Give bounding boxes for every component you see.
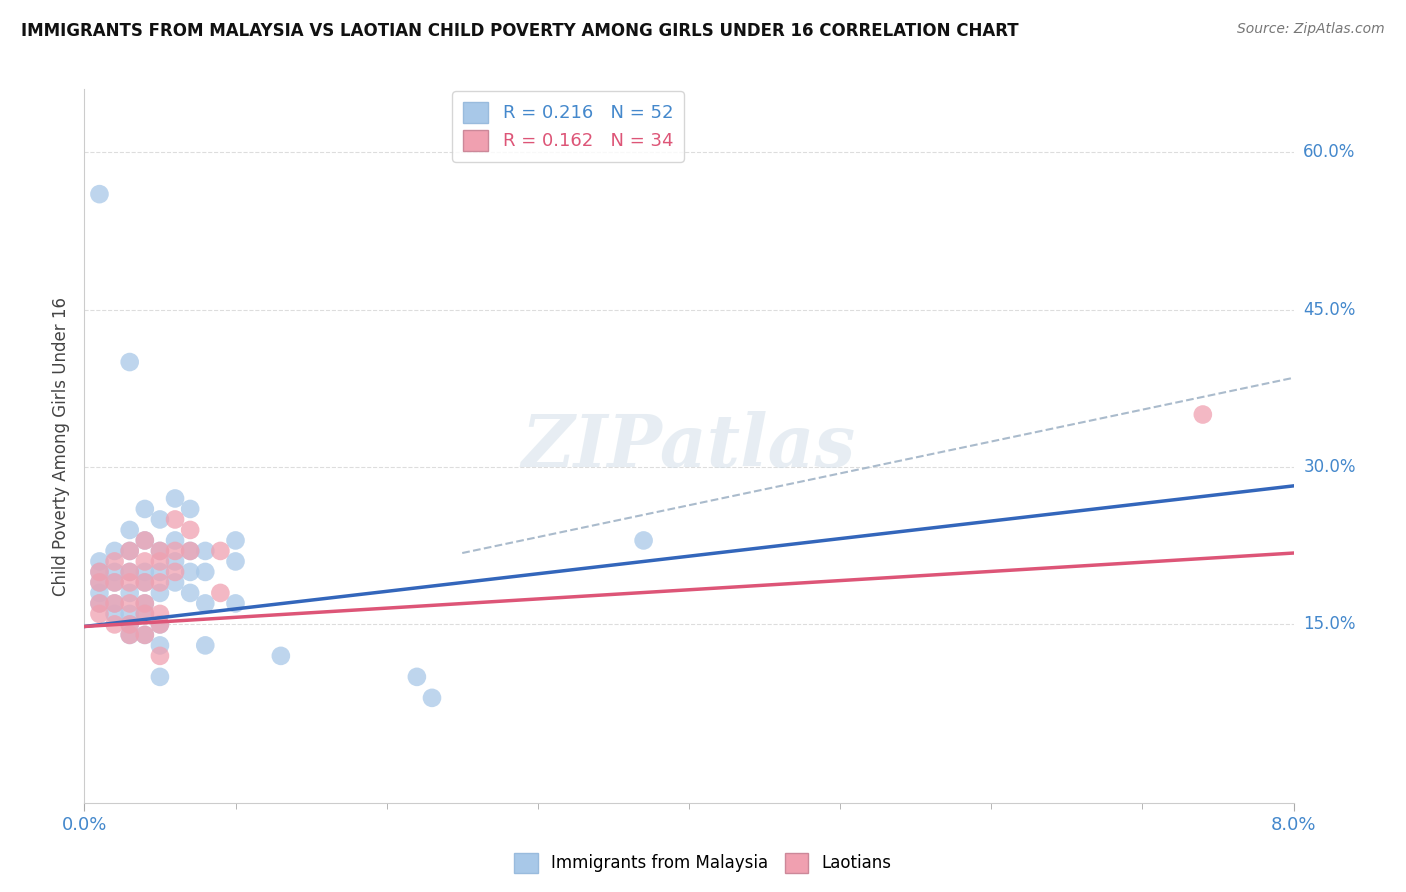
- Point: [134, 596, 156, 610]
- Point: [149, 648, 172, 663]
- Point: [118, 586, 141, 600]
- Point: [134, 533, 156, 548]
- Point: [633, 533, 655, 548]
- Point: [179, 502, 201, 516]
- Point: [149, 575, 172, 590]
- Y-axis label: Child Poverty Among Girls Under 16: Child Poverty Among Girls Under 16: [52, 296, 70, 596]
- Point: [104, 596, 127, 610]
- Point: [118, 565, 141, 579]
- Point: [89, 187, 111, 202]
- Point: [89, 607, 111, 621]
- Point: [179, 586, 201, 600]
- Point: [179, 544, 201, 558]
- Point: [118, 617, 141, 632]
- Point: [225, 554, 247, 568]
- Text: Source: ZipAtlas.com: Source: ZipAtlas.com: [1237, 22, 1385, 37]
- Point: [134, 575, 156, 590]
- Point: [165, 565, 187, 579]
- Point: [179, 565, 201, 579]
- Point: [149, 617, 172, 632]
- Point: [118, 355, 141, 369]
- Point: [209, 544, 232, 558]
- Point: [134, 554, 156, 568]
- Point: [134, 607, 156, 621]
- Point: [179, 523, 201, 537]
- Point: [194, 544, 217, 558]
- Point: [194, 596, 217, 610]
- Point: [89, 575, 111, 590]
- Point: [149, 639, 172, 653]
- Point: [118, 575, 141, 590]
- Point: [89, 554, 111, 568]
- Point: [209, 586, 232, 600]
- Point: [149, 554, 172, 568]
- Point: [194, 565, 217, 579]
- Point: [118, 596, 141, 610]
- Point: [179, 544, 201, 558]
- Point: [134, 533, 156, 548]
- Point: [89, 565, 111, 579]
- Point: [165, 512, 187, 526]
- Text: 30.0%: 30.0%: [1303, 458, 1355, 476]
- Legend: Immigrants from Malaysia, Laotians: Immigrants from Malaysia, Laotians: [508, 847, 898, 880]
- Point: [89, 575, 111, 590]
- Point: [118, 628, 141, 642]
- Point: [134, 565, 156, 579]
- Point: [118, 523, 141, 537]
- Point: [149, 586, 172, 600]
- Point: [165, 544, 187, 558]
- Point: [104, 575, 127, 590]
- Point: [149, 607, 172, 621]
- Point: [194, 639, 217, 653]
- Text: ZIPatlas: ZIPatlas: [522, 410, 856, 482]
- Point: [1192, 408, 1215, 422]
- Point: [134, 628, 156, 642]
- Point: [104, 554, 127, 568]
- Point: [149, 544, 172, 558]
- Point: [118, 628, 141, 642]
- Point: [165, 554, 187, 568]
- Point: [134, 628, 156, 642]
- Point: [104, 544, 127, 558]
- Point: [134, 607, 156, 621]
- Point: [165, 491, 187, 506]
- Point: [149, 617, 172, 632]
- Point: [89, 596, 111, 610]
- Text: IMMIGRANTS FROM MALAYSIA VS LAOTIAN CHILD POVERTY AMONG GIRLS UNDER 16 CORRELATI: IMMIGRANTS FROM MALAYSIA VS LAOTIAN CHIL…: [21, 22, 1019, 40]
- Point: [104, 617, 127, 632]
- Point: [149, 565, 172, 579]
- Point: [118, 544, 141, 558]
- Point: [134, 596, 156, 610]
- Point: [118, 565, 141, 579]
- Text: 15.0%: 15.0%: [1303, 615, 1355, 633]
- Point: [134, 502, 156, 516]
- Point: [149, 512, 172, 526]
- Point: [118, 607, 141, 621]
- Text: 45.0%: 45.0%: [1303, 301, 1355, 318]
- Point: [165, 533, 187, 548]
- Point: [225, 596, 247, 610]
- Point: [104, 596, 127, 610]
- Point: [89, 586, 111, 600]
- Point: [89, 596, 111, 610]
- Point: [225, 533, 247, 548]
- Point: [104, 575, 127, 590]
- Point: [89, 565, 111, 579]
- Text: 60.0%: 60.0%: [1303, 143, 1355, 161]
- Legend: R = 0.216   N = 52, R = 0.162   N = 34: R = 0.216 N = 52, R = 0.162 N = 34: [453, 91, 683, 161]
- Point: [149, 544, 172, 558]
- Point: [104, 607, 127, 621]
- Point: [134, 575, 156, 590]
- Point: [118, 617, 141, 632]
- Point: [420, 690, 443, 705]
- Point: [165, 575, 187, 590]
- Point: [118, 544, 141, 558]
- Point: [149, 670, 172, 684]
- Point: [104, 565, 127, 579]
- Point: [406, 670, 429, 684]
- Point: [270, 648, 292, 663]
